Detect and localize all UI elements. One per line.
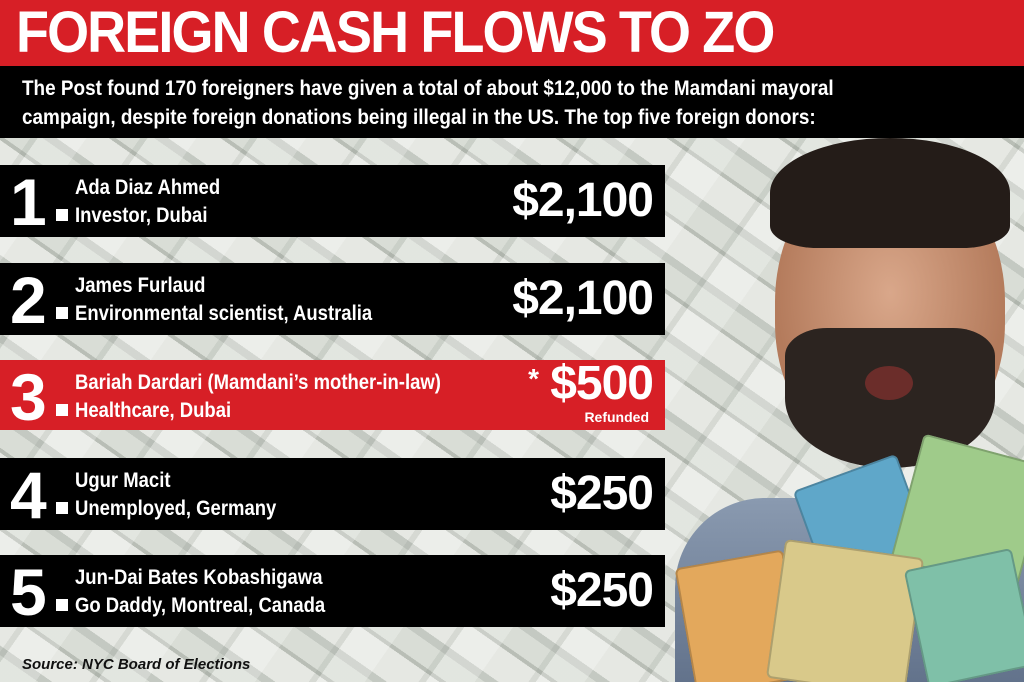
rank-dot (56, 307, 68, 319)
donor-name: Bariah Dardari (Mamdani’s mother-in-law) (75, 371, 441, 394)
rank-dot (56, 404, 68, 416)
rank-dot (56, 599, 68, 611)
refunded-note: Refunded (584, 409, 649, 425)
rank-number: 3 (10, 360, 47, 434)
donor-name: Ugur Macit (75, 469, 171, 492)
asterisk-marker: * (528, 363, 539, 394)
candidate-photo (665, 138, 1024, 682)
intro-line-1: The Post found 170 foreigners have given… (22, 76, 834, 100)
rank-number: 1 (10, 165, 47, 239)
donation-amount: $2,100 (512, 272, 654, 325)
hair (770, 138, 1010, 248)
headline-text: FOREIGN CASH FLOWS TO ZO (16, 0, 775, 65)
rank-dot (56, 209, 68, 221)
donor-detail: Environmental scientist, Australia (75, 302, 373, 325)
donor-name: Jun-Dai Bates Kobashigawa (75, 566, 323, 589)
donor-detail: Go Daddy, Montreal, Canada (75, 594, 326, 617)
source-credit: Source: NYC Board of Elections (22, 656, 251, 673)
donor-detail: Investor, Dubai (75, 204, 208, 227)
rank-dot (56, 502, 68, 514)
donor-row-2: 2 James Furlaud Environmental scientist,… (0, 263, 665, 335)
donor-row-3: 3 Bariah Dardari (Mamdani’s mother-in-la… (0, 360, 665, 430)
banknote (765, 538, 925, 682)
rank-number: 4 (10, 458, 47, 532)
donation-amount: $250 (550, 564, 654, 617)
donor-row-1: 1 Ada Diaz Ahmed Investor, Dubai $2,100 (0, 165, 665, 237)
headline: FOREIGN CASH FLOWS TO ZO (0, 0, 1024, 66)
donor-detail: Healthcare, Dubai (75, 399, 232, 422)
donor-name: James Furlaud (75, 274, 206, 297)
donor-row-5: 5 Jun-Dai Bates Kobashigawa Go Daddy, Mo… (0, 555, 665, 627)
donation-amount: $500 (550, 357, 654, 410)
mouth (865, 366, 913, 400)
rank-number: 2 (10, 263, 47, 337)
donor-name: Ada Diaz Ahmed (75, 176, 221, 199)
rank-number: 5 (10, 555, 47, 629)
donor-detail: Unemployed, Germany (75, 497, 277, 520)
donation-amount: $250 (550, 467, 654, 520)
donor-row-4: 4 Ugur Macit Unemployed, Germany $250 (0, 458, 665, 530)
intro-text: The Post found 170 foreigners have given… (0, 66, 1024, 138)
donation-amount: $2,100 (512, 174, 654, 227)
intro-line-2: campaign, despite foreign donations bein… (22, 105, 816, 129)
